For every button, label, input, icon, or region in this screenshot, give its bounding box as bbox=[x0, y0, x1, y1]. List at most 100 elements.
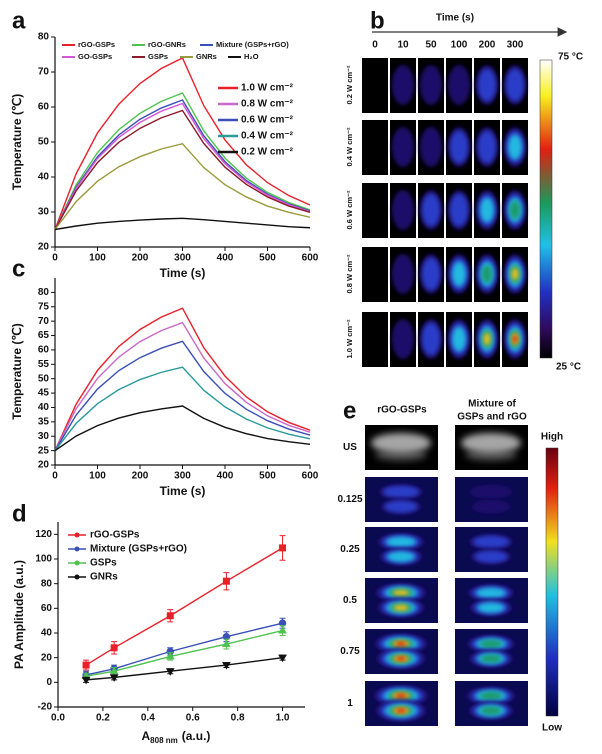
data-line bbox=[54, 109, 311, 230]
y-tick-label: 70 bbox=[38, 67, 50, 78]
data-point bbox=[278, 626, 287, 634]
legend-label: GNRs bbox=[196, 52, 217, 61]
colorbar bbox=[539, 59, 553, 359]
thermal-image bbox=[362, 247, 388, 302]
row-label: 0.5 bbox=[343, 595, 357, 606]
legend-label: rGO-GSPs bbox=[78, 40, 115, 49]
data-point bbox=[165, 668, 175, 676]
image-blob bbox=[479, 691, 503, 700]
us-band bbox=[461, 433, 521, 453]
y-tick-label: 80 bbox=[38, 287, 50, 298]
data-point bbox=[166, 612, 174, 620]
image-blob bbox=[384, 500, 418, 513]
panel-label: c bbox=[12, 255, 25, 282]
data-line bbox=[54, 217, 311, 231]
time-label: 50 bbox=[425, 40, 437, 51]
thermal-image bbox=[362, 183, 388, 238]
image-blob bbox=[452, 261, 466, 287]
row-label: 0.75 bbox=[340, 646, 360, 657]
data-line bbox=[54, 321, 311, 451]
y-axis-label: Temperature (℃) bbox=[10, 323, 24, 420]
image-blob bbox=[420, 65, 442, 105]
image-blob bbox=[392, 127, 414, 167]
column-header: GSPs and rGO bbox=[457, 412, 527, 423]
axis-label: Time (s) bbox=[436, 13, 474, 24]
y-tick-label: 60 bbox=[41, 603, 53, 614]
x-tick-label: 100 bbox=[89, 471, 106, 482]
x-tick-label: 500 bbox=[259, 471, 276, 482]
power-label: 0.4 W cm⁻² bbox=[345, 127, 354, 166]
y-tick-label: 120 bbox=[35, 529, 52, 540]
x-tick-label: 0.4 bbox=[141, 713, 155, 724]
y-tick-label: 80 bbox=[41, 578, 53, 589]
image-blob bbox=[395, 656, 407, 661]
legend-marker bbox=[74, 546, 80, 552]
image-blob bbox=[469, 484, 513, 499]
data-line bbox=[54, 102, 311, 230]
legend-marker bbox=[74, 560, 80, 566]
data-line bbox=[54, 92, 311, 230]
image-blob bbox=[382, 485, 420, 498]
row-label: 0.25 bbox=[340, 544, 360, 555]
power-label: 0.6 W cm⁻² bbox=[345, 190, 354, 229]
column-header: Mixture of bbox=[468, 399, 516, 410]
y-tick-label: 30 bbox=[38, 207, 50, 218]
legend-label: 0.8 W cm⁻² bbox=[241, 99, 294, 110]
image-blob bbox=[395, 708, 407, 713]
image-blob bbox=[476, 587, 506, 599]
x-tick-label: 400 bbox=[217, 471, 234, 482]
data-line bbox=[54, 142, 311, 230]
row-label: 0.125 bbox=[337, 494, 362, 505]
image-blob bbox=[392, 319, 414, 359]
us-band bbox=[375, 449, 427, 461]
y-tick-label: 60 bbox=[38, 345, 50, 356]
data-line bbox=[54, 405, 311, 452]
data-point bbox=[222, 662, 231, 670]
legend-marker bbox=[74, 574, 80, 580]
y-tick-label: 0 bbox=[46, 677, 52, 688]
power-label: 0.2 W cm⁻² bbox=[345, 65, 354, 104]
x-axis-label: Time (s) bbox=[160, 266, 206, 280]
legend-label: Mixture (GSPs+rGO) bbox=[216, 40, 289, 49]
scale-max: High bbox=[541, 432, 563, 443]
panel-label: e bbox=[343, 397, 356, 424]
image-blob bbox=[395, 693, 407, 699]
image-blob bbox=[395, 641, 407, 646]
legend-label: 0.2 W cm⁻² bbox=[241, 147, 294, 158]
power-label: 1.0 W cm⁻² bbox=[345, 319, 354, 358]
image-blob bbox=[387, 551, 415, 562]
image-blob bbox=[392, 190, 414, 230]
data-point bbox=[82, 661, 90, 669]
image-blob bbox=[421, 322, 441, 356]
us-band bbox=[465, 449, 517, 461]
x-axis-label-sub: 808 nm bbox=[150, 736, 178, 745]
y-tick-label: 80 bbox=[38, 32, 50, 43]
thermal-image bbox=[362, 120, 388, 175]
data-point bbox=[109, 674, 119, 682]
panel-label: d bbox=[12, 500, 27, 527]
image-blob bbox=[477, 68, 497, 102]
y-axis-label: Temperature (℃) bbox=[10, 94, 24, 191]
y-axis-label: PA Amplitude (a.u.) bbox=[12, 560, 26, 669]
x-tick-label: 300 bbox=[174, 471, 191, 482]
image-blob bbox=[420, 127, 442, 167]
data-point bbox=[279, 544, 287, 552]
scale-min: 25 °C bbox=[556, 362, 581, 373]
x-tick-label: 0.6 bbox=[186, 713, 200, 724]
image-blob bbox=[480, 706, 502, 715]
power-label: 0.8 W cm⁻² bbox=[345, 254, 354, 293]
legend-label: GSPs bbox=[90, 558, 117, 569]
data-point bbox=[222, 639, 231, 648]
x-tick-label: 400 bbox=[217, 253, 234, 264]
scale-min: Low bbox=[542, 723, 562, 734]
y-tick-label: 65 bbox=[38, 330, 50, 341]
x-tick-label: 200 bbox=[132, 471, 149, 482]
image-blob bbox=[510, 201, 520, 219]
image-blob bbox=[511, 267, 519, 281]
image-blob bbox=[512, 335, 518, 343]
x-tick-label: 0.8 bbox=[231, 713, 245, 724]
image-blob bbox=[483, 332, 491, 346]
panel-label: b bbox=[370, 7, 385, 34]
legend-marker bbox=[74, 532, 80, 538]
